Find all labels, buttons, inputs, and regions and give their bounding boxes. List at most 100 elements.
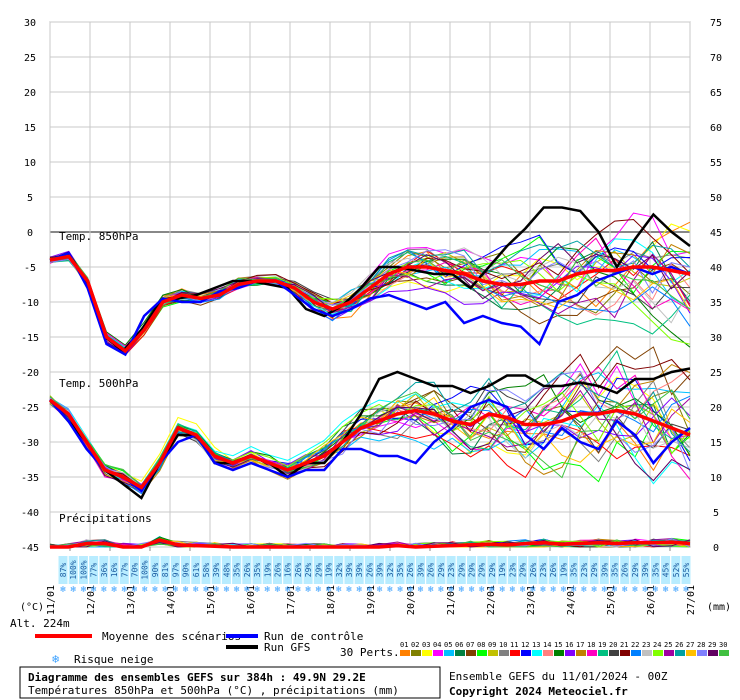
- snowflake-icon: ❄: [132, 585, 138, 595]
- pert-color-swatch: [642, 650, 652, 656]
- snow-risk-cell: [364, 556, 374, 584]
- snow-risk-cell: [487, 556, 497, 584]
- pert-color-swatch: [433, 650, 443, 656]
- precip-mean-line: [50, 538, 691, 549]
- pert-color-swatch: [488, 650, 498, 656]
- pert-number: 20: [609, 641, 617, 649]
- snow-risk-value: 36%: [100, 563, 109, 578]
- left-axis-unit: (°C): [20, 602, 44, 613]
- snow-risk-cell: [272, 556, 282, 584]
- snowflake-icon: ❄: [377, 585, 383, 595]
- pert-color-swatch: [455, 650, 465, 656]
- x-tick-label: 26/01: [646, 585, 657, 615]
- pert-color-swatch: [411, 650, 421, 656]
- pert-number: 23: [642, 641, 650, 649]
- x-tick-label: 22/01: [486, 585, 497, 615]
- pert-number: 07: [466, 641, 474, 649]
- snowflake-icon: ❄: [91, 585, 97, 595]
- snow-risk-value: 77%: [120, 563, 129, 578]
- snow-risk-band: 87%❄100%❄100%❄77%❄36%❄16%❄77%❄70%❄100%❄9…: [58, 556, 691, 595]
- x-tick-label: 20/01: [406, 585, 417, 615]
- snow-risk-cell: [313, 556, 323, 584]
- snow-risk-value: 35%: [253, 563, 262, 578]
- pert-number: 06: [455, 641, 463, 649]
- snow-risk-value: 29%: [457, 563, 466, 578]
- snowflake-icon: ❄: [183, 585, 189, 595]
- snowflake-icon: ❄: [193, 585, 199, 595]
- pert-number: 01: [400, 641, 408, 649]
- snow-risk-value: 39%: [212, 563, 221, 578]
- x-tick-label: 16/01: [246, 585, 257, 615]
- snowflake-icon: ❄: [642, 585, 648, 595]
- snow-risk-cell: [119, 556, 129, 584]
- legend-perts: 30 Perts.: [340, 646, 400, 659]
- snow-risk-cell: [671, 556, 681, 584]
- snow-risk-cell: [650, 556, 660, 584]
- pert-number: 15: [554, 641, 562, 649]
- pert-number: 25: [664, 641, 672, 649]
- pert-color-swatch: [719, 650, 729, 656]
- right-tick-label: 35: [710, 298, 722, 309]
- snow-risk-cell: [252, 556, 262, 584]
- snow-risk-value: 77%: [90, 563, 99, 578]
- pert-number: 22: [631, 641, 639, 649]
- snowflake-icon: ❄: [234, 585, 240, 595]
- snow-risk-cell: [681, 556, 691, 584]
- snowflake-icon: ❄: [244, 585, 250, 595]
- snowflake-icon: ❄: [428, 585, 434, 595]
- left-tick-label: -5: [24, 263, 36, 274]
- snow-risk-value: 19%: [325, 563, 334, 578]
- snow-risk-cell: [170, 556, 180, 584]
- left-tick-label: 30: [24, 18, 36, 29]
- snow-risk-value: 29%: [468, 563, 477, 578]
- snowflake-icon: ❄: [438, 585, 444, 595]
- snow-risk-cell: [109, 556, 119, 584]
- right-tick-label: 20: [710, 403, 722, 414]
- snowflake-icon: ❄: [653, 585, 659, 595]
- snow-risk-cell: [385, 556, 395, 584]
- pert-number: 29: [708, 641, 716, 649]
- snowflake-icon: ❄: [581, 585, 587, 595]
- snow-risk-cell: [395, 556, 405, 584]
- snow-risk-cell: [201, 556, 211, 584]
- snow-risk-value: 61%: [192, 563, 201, 578]
- pert-color-swatch: [532, 650, 542, 656]
- altitude: Alt. 224m: [10, 617, 70, 630]
- t850-gfs-line: [49, 206, 691, 353]
- snowflake-icon: ❄: [469, 585, 475, 595]
- right-tick-label: 30: [710, 333, 722, 344]
- copyright: Copyright 2024 Meteociel.fr: [449, 685, 628, 698]
- pert-color-swatch: [499, 650, 509, 656]
- snow-risk-cell: [436, 556, 446, 584]
- snowflake-icon: ❄: [387, 585, 393, 595]
- snow-risk-value: 35%: [396, 563, 405, 578]
- legend-snow: Risque neige: [74, 653, 153, 666]
- snow-risk-cell: [89, 556, 99, 584]
- snow-risk-value: 23%: [539, 563, 548, 578]
- snowflake-icon: ❄: [295, 585, 301, 595]
- snow-risk-cell: [303, 556, 313, 584]
- pert-color-swatch: [554, 650, 564, 656]
- snow-risk-value: 55%: [682, 563, 691, 578]
- right-tick-label: 55: [710, 158, 722, 169]
- snow-risk-value: 100%: [79, 560, 88, 579]
- pert-number: 09: [488, 641, 496, 649]
- snow-risk-value: 16%: [110, 563, 119, 578]
- snowflake-icon: ❄: [224, 585, 230, 595]
- chart-subtitle: Températures 850hPa et 500hPa (°C) , pré…: [28, 684, 399, 697]
- snow-risk-value: 81%: [161, 563, 170, 578]
- x-tick-label: 15/01: [206, 585, 217, 615]
- left-tick-label: -20: [21, 368, 39, 379]
- snow-risk-value: 39%: [355, 563, 364, 578]
- pert-number: 05: [444, 641, 452, 649]
- left-tick-label: 20: [24, 88, 36, 99]
- pert-color-swatch: [587, 650, 597, 656]
- pert-color-swatch: [510, 650, 520, 656]
- right-tick-label: 40: [710, 263, 722, 274]
- snow-risk-cell: [405, 556, 415, 584]
- snow-risk-cell: [579, 556, 589, 584]
- pert-color-swatch: [598, 650, 608, 656]
- snowflake-icon: ❄: [71, 585, 77, 595]
- snow-risk-value: 29%: [590, 563, 599, 578]
